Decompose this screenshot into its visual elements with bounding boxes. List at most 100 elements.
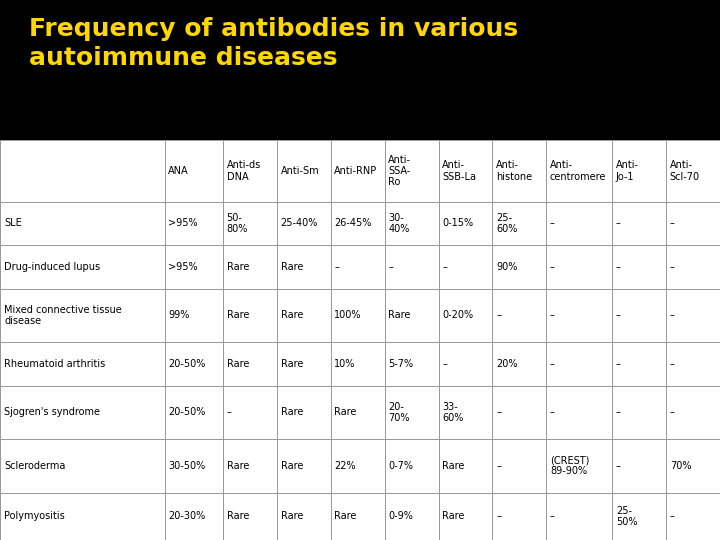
Bar bbox=[546, 386, 612, 439]
Bar bbox=[330, 245, 384, 289]
Bar bbox=[330, 289, 384, 342]
Text: Polymyositis: Polymyositis bbox=[4, 511, 65, 521]
Bar bbox=[666, 245, 720, 289]
Text: Rare: Rare bbox=[281, 461, 303, 471]
Text: 0-7%: 0-7% bbox=[388, 461, 413, 471]
Text: 5-7%: 5-7% bbox=[388, 359, 413, 369]
Bar bbox=[384, 289, 438, 342]
Bar bbox=[384, 202, 438, 245]
Text: Anti-Sm: Anti-Sm bbox=[281, 166, 319, 176]
Text: Anti-RNP: Anti-RNP bbox=[334, 166, 378, 176]
Bar bbox=[223, 439, 277, 492]
Bar bbox=[0, 289, 165, 342]
Bar bbox=[492, 245, 546, 289]
Bar bbox=[330, 140, 384, 202]
Bar bbox=[612, 202, 666, 245]
Text: 25-40%: 25-40% bbox=[281, 219, 318, 228]
Bar bbox=[612, 245, 666, 289]
Text: Anti-
SSA-
Ro: Anti- SSA- Ro bbox=[388, 155, 411, 187]
Bar bbox=[492, 202, 546, 245]
Text: –: – bbox=[616, 262, 621, 272]
Text: –: – bbox=[388, 262, 393, 272]
Text: –: – bbox=[496, 511, 501, 521]
Bar bbox=[492, 492, 546, 540]
Text: –: – bbox=[496, 461, 501, 471]
Bar bbox=[666, 342, 720, 386]
Text: 25-
60%: 25- 60% bbox=[496, 213, 518, 234]
Text: 20-
70%: 20- 70% bbox=[388, 402, 410, 423]
Bar bbox=[492, 342, 546, 386]
Bar bbox=[612, 492, 666, 540]
Text: Scleroderma: Scleroderma bbox=[4, 461, 66, 471]
Text: Rare: Rare bbox=[227, 310, 249, 320]
Bar bbox=[384, 140, 438, 202]
Text: Rare: Rare bbox=[442, 461, 464, 471]
Text: 30-50%: 30-50% bbox=[168, 461, 205, 471]
Text: Rare: Rare bbox=[281, 407, 303, 417]
Bar bbox=[666, 202, 720, 245]
Text: –: – bbox=[670, 262, 675, 272]
Text: –: – bbox=[550, 407, 555, 417]
Bar bbox=[0, 439, 165, 492]
Text: Sjogren's syndrome: Sjogren's syndrome bbox=[4, 407, 100, 417]
Bar bbox=[666, 386, 720, 439]
Text: Rare: Rare bbox=[334, 511, 357, 521]
Text: –: – bbox=[550, 219, 555, 228]
Bar bbox=[165, 202, 223, 245]
Bar bbox=[277, 202, 330, 245]
Bar bbox=[223, 492, 277, 540]
Text: 26-45%: 26-45% bbox=[334, 219, 372, 228]
Text: –: – bbox=[616, 310, 621, 320]
Text: >95%: >95% bbox=[168, 262, 198, 272]
Bar bbox=[492, 140, 546, 202]
Text: –: – bbox=[496, 407, 501, 417]
Text: 10%: 10% bbox=[334, 359, 356, 369]
Text: Rare: Rare bbox=[227, 461, 249, 471]
Bar bbox=[277, 386, 330, 439]
Text: Mixed connective tissue
disease: Mixed connective tissue disease bbox=[4, 305, 122, 326]
Bar bbox=[0, 202, 165, 245]
Text: Rare: Rare bbox=[281, 262, 303, 272]
Bar bbox=[330, 386, 384, 439]
Text: 25-
50%: 25- 50% bbox=[616, 505, 637, 527]
Text: –: – bbox=[550, 262, 555, 272]
Bar bbox=[666, 439, 720, 492]
Text: 50-
80%: 50- 80% bbox=[227, 213, 248, 234]
Bar bbox=[330, 439, 384, 492]
Bar bbox=[277, 245, 330, 289]
Text: (CREST)
89-90%: (CREST) 89-90% bbox=[550, 455, 590, 476]
Text: –: – bbox=[616, 219, 621, 228]
Bar bbox=[165, 245, 223, 289]
Bar bbox=[546, 289, 612, 342]
Bar bbox=[666, 140, 720, 202]
Text: –: – bbox=[227, 407, 232, 417]
Bar bbox=[612, 386, 666, 439]
Text: 22%: 22% bbox=[334, 461, 356, 471]
Bar bbox=[330, 342, 384, 386]
Text: Rare: Rare bbox=[281, 511, 303, 521]
Text: 100%: 100% bbox=[334, 310, 362, 320]
Bar bbox=[223, 342, 277, 386]
Text: Rare: Rare bbox=[281, 310, 303, 320]
Text: –: – bbox=[334, 262, 339, 272]
Bar bbox=[438, 202, 492, 245]
Bar bbox=[165, 342, 223, 386]
Text: –: – bbox=[670, 511, 675, 521]
Text: Rare: Rare bbox=[334, 407, 357, 417]
Bar bbox=[666, 492, 720, 540]
Bar bbox=[384, 245, 438, 289]
Text: 70%: 70% bbox=[670, 461, 691, 471]
Bar bbox=[165, 492, 223, 540]
Text: –: – bbox=[550, 359, 555, 369]
Bar bbox=[546, 439, 612, 492]
Bar bbox=[546, 140, 612, 202]
Bar bbox=[492, 439, 546, 492]
Text: –: – bbox=[550, 310, 555, 320]
Text: Rare: Rare bbox=[227, 359, 249, 369]
Bar bbox=[277, 289, 330, 342]
Text: Rare: Rare bbox=[227, 262, 249, 272]
Text: 20-50%: 20-50% bbox=[168, 359, 206, 369]
Text: –: – bbox=[670, 219, 675, 228]
Text: >95%: >95% bbox=[168, 219, 198, 228]
Text: 0-9%: 0-9% bbox=[388, 511, 413, 521]
